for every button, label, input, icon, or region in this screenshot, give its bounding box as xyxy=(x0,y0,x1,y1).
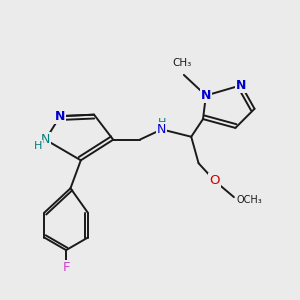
Text: N: N xyxy=(157,123,167,136)
Text: OCH₃: OCH₃ xyxy=(237,195,262,205)
Text: N: N xyxy=(236,79,247,92)
Text: H: H xyxy=(158,118,166,128)
Text: H: H xyxy=(34,141,42,151)
Text: N: N xyxy=(201,89,211,102)
Text: O: O xyxy=(209,174,220,188)
Text: N: N xyxy=(55,110,65,123)
Text: F: F xyxy=(62,261,70,274)
Text: N: N xyxy=(41,133,50,146)
Text: CH₃: CH₃ xyxy=(173,58,192,68)
